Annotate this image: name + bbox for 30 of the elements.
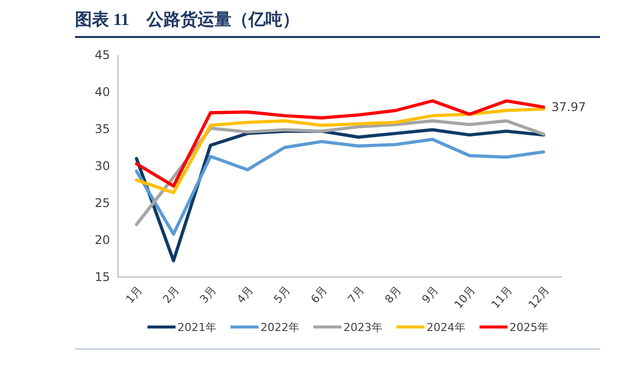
legend-label: 2021年 xyxy=(178,321,216,334)
x-tick-label: 12月 xyxy=(526,284,552,312)
x-tick-label: 9月 xyxy=(419,284,441,306)
x-tick-label: 2月 xyxy=(160,284,182,306)
x-tick-label: 8月 xyxy=(382,284,404,306)
y-tick-label: 20 xyxy=(94,233,110,247)
y-tick-label: 25 xyxy=(94,196,110,210)
line-series xyxy=(134,107,546,194)
x-tick-label: 5月 xyxy=(271,284,293,306)
y-tick-label: 45 xyxy=(94,48,110,62)
legend-label: 2022年 xyxy=(260,321,300,334)
x-tick-label: 6月 xyxy=(308,284,330,306)
x-tick-label: 11月 xyxy=(488,284,515,312)
y-tick-label: 15 xyxy=(94,270,110,284)
data-label: 37.97 xyxy=(552,100,586,114)
y-tick-label: 40 xyxy=(94,85,110,99)
y-tick-label: 30 xyxy=(94,159,110,173)
legend-label: 2023年 xyxy=(344,321,382,334)
x-tick-label: 10月 xyxy=(452,284,478,312)
x-tick-label: 3月 xyxy=(197,284,219,306)
y-tick-label: 35 xyxy=(94,122,110,136)
line-series xyxy=(134,119,546,226)
line-series xyxy=(134,138,546,236)
legend-label: 2025年 xyxy=(510,321,548,334)
legend-label: 2024年 xyxy=(426,321,466,334)
x-tick-label: 4月 xyxy=(234,284,256,306)
x-tick-label: 7月 xyxy=(345,284,367,306)
line-series xyxy=(134,99,546,188)
chart-title: 图表 11 公路货运量（亿吨） xyxy=(75,10,300,29)
x-tick-label: 1月 xyxy=(123,284,145,306)
